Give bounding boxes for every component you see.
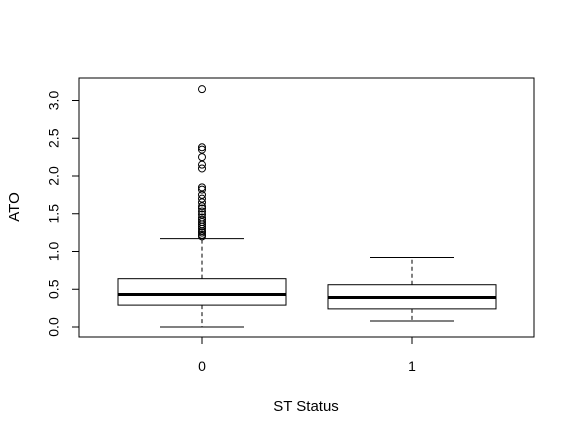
- outlier-point: [198, 164, 206, 173]
- y-tick-label: 0.5: [46, 279, 62, 299]
- outlier-point: [198, 185, 206, 194]
- outlier-point: [198, 190, 206, 199]
- y-tick-label: 2.5: [46, 128, 62, 148]
- y-tick-label: 0.0: [46, 317, 62, 337]
- outlier-point: [198, 213, 206, 222]
- y-tick-label: 1.5: [46, 204, 62, 224]
- y-axis-label: ATO: [6, 192, 23, 221]
- outlier-point: [198, 218, 206, 227]
- outlier-point: [198, 207, 206, 216]
- y-tick-label: 1.0: [46, 242, 62, 262]
- outlier-point: [198, 183, 206, 192]
- outlier-point: [198, 85, 206, 94]
- outlier-point: [198, 198, 206, 207]
- outlier-point: [198, 153, 206, 162]
- box-group-1: [327, 257, 497, 322]
- x-tick-label: 1: [408, 358, 416, 374]
- outlier-point: [198, 143, 206, 152]
- chart-marks: [117, 85, 497, 328]
- x-axis-label: ST Status: [273, 398, 339, 415]
- outlier-point: [198, 145, 206, 154]
- iqr-box: [117, 278, 287, 306]
- box-group-0: [117, 85, 287, 328]
- outlier-point: [198, 160, 206, 169]
- outlier-point: [198, 210, 206, 219]
- x-tick-label: 0: [198, 358, 206, 374]
- y-axis: 0.0 0.5 1.0 1.5 2.0 2.5 3.0: [46, 91, 80, 337]
- outlier-point: [198, 194, 206, 203]
- outlier-point: [198, 230, 206, 239]
- y-tick-label: 3.0: [46, 91, 62, 111]
- y-tick-label: 2.0: [46, 166, 62, 186]
- outlier-point: [198, 202, 206, 211]
- outlier-point: [198, 215, 206, 224]
- outlier-point: [198, 204, 206, 213]
